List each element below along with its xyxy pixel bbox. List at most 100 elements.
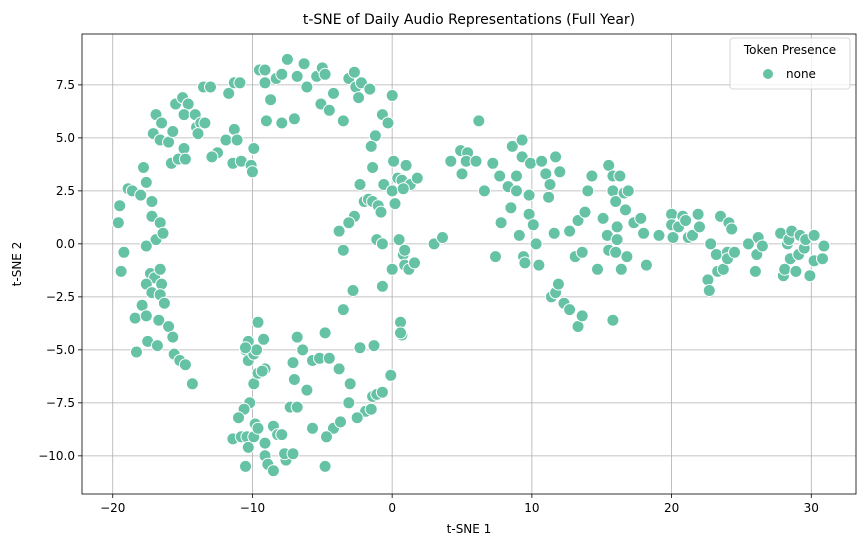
data-point: [609, 195, 623, 208]
x-axis-label: t-SNE 1: [447, 522, 492, 536]
y-tick-label: 5.0: [56, 131, 75, 145]
data-point: [510, 184, 523, 198]
data-point: [322, 351, 336, 365]
data-point: [350, 411, 364, 425]
data-point: [366, 161, 380, 174]
data-point: [364, 402, 378, 416]
data-point: [117, 245, 131, 259]
data-point: [505, 139, 519, 153]
data-point: [522, 188, 536, 202]
data-point: [410, 171, 424, 185]
data-point: [332, 362, 346, 376]
data-point: [728, 245, 741, 259]
data-point: [332, 224, 346, 238]
data-point: [387, 154, 401, 168]
data-point: [385, 184, 399, 198]
data-point: [245, 165, 259, 179]
data-point: [227, 122, 241, 136]
data-point: [258, 63, 272, 77]
data-point: [198, 116, 212, 130]
data-point: [153, 216, 167, 230]
data-point: [241, 440, 255, 454]
legend-box: [729, 37, 851, 90]
data-point: [709, 248, 723, 261]
data-point: [392, 233, 406, 247]
data-point: [134, 188, 148, 202]
data-point: [493, 169, 507, 183]
data-point: [130, 345, 143, 359]
data-point: [408, 256, 421, 270]
data-point: [388, 197, 402, 211]
data-point: [619, 203, 632, 217]
data-point: [817, 239, 831, 253]
data-point: [259, 114, 273, 128]
data-point: [318, 326, 332, 340]
data-point: [803, 269, 817, 283]
data-point: [575, 245, 589, 259]
data-point: [334, 415, 347, 429]
data-point: [219, 133, 233, 147]
data-point: [585, 169, 599, 183]
data-point: [275, 428, 289, 442]
data-point: [367, 339, 381, 353]
data-point: [571, 214, 585, 227]
data-point: [652, 228, 666, 242]
data-point: [336, 303, 350, 317]
data-point: [486, 156, 500, 170]
data-point: [222, 86, 236, 100]
legend-entry-none: none: [786, 67, 816, 81]
data-point: [444, 154, 458, 168]
data-point: [286, 447, 300, 461]
data-point: [469, 154, 483, 168]
data-point: [205, 150, 219, 164]
data-point: [529, 237, 543, 251]
data-point: [166, 330, 180, 344]
y-tick-label: −2.5: [46, 290, 75, 304]
data-point: [610, 233, 624, 247]
data-point: [614, 262, 628, 276]
data-point: [807, 228, 821, 242]
data-point: [563, 224, 577, 238]
data-point: [300, 80, 314, 94]
data-point: [230, 133, 244, 147]
data-point: [596, 211, 610, 225]
data-point: [177, 108, 191, 122]
data-point: [606, 184, 620, 198]
data-point: [510, 169, 523, 183]
data-point: [563, 303, 577, 317]
x-tick-label: 10: [524, 501, 539, 515]
data-point: [375, 237, 389, 251]
data-point: [275, 67, 289, 81]
data-point: [686, 228, 699, 242]
data-point: [816, 252, 829, 266]
data-point: [704, 237, 718, 251]
y-tick-label: −10.0: [38, 449, 75, 463]
data-point: [191, 127, 205, 141]
data-point: [512, 228, 526, 242]
data-point: [748, 264, 762, 278]
legend: Token Presence none: [729, 37, 851, 90]
data-point: [375, 279, 389, 293]
data-point: [157, 296, 171, 310]
data-point: [613, 169, 627, 183]
data-point: [290, 69, 304, 83]
data-point: [318, 459, 332, 473]
data-point: [264, 93, 278, 107]
data-point: [297, 57, 311, 71]
data-point: [524, 156, 537, 170]
data-point: [250, 343, 264, 357]
data-point: [778, 262, 792, 276]
data-point: [385, 262, 399, 276]
data-point: [166, 125, 180, 138]
data-point: [346, 284, 360, 297]
data-point: [137, 161, 150, 174]
data-point: [251, 315, 265, 329]
data-point: [385, 89, 399, 102]
axis-ticks: −20 −10 0 10 20 30 −10.0 −7.5 −5.0 −2.5 0.0 2.5 5.0 7…: [38, 78, 819, 515]
data-point: [691, 207, 705, 221]
data-point: [290, 330, 304, 344]
data-point: [702, 284, 716, 297]
data-point: [327, 86, 340, 100]
data-point: [384, 368, 398, 382]
